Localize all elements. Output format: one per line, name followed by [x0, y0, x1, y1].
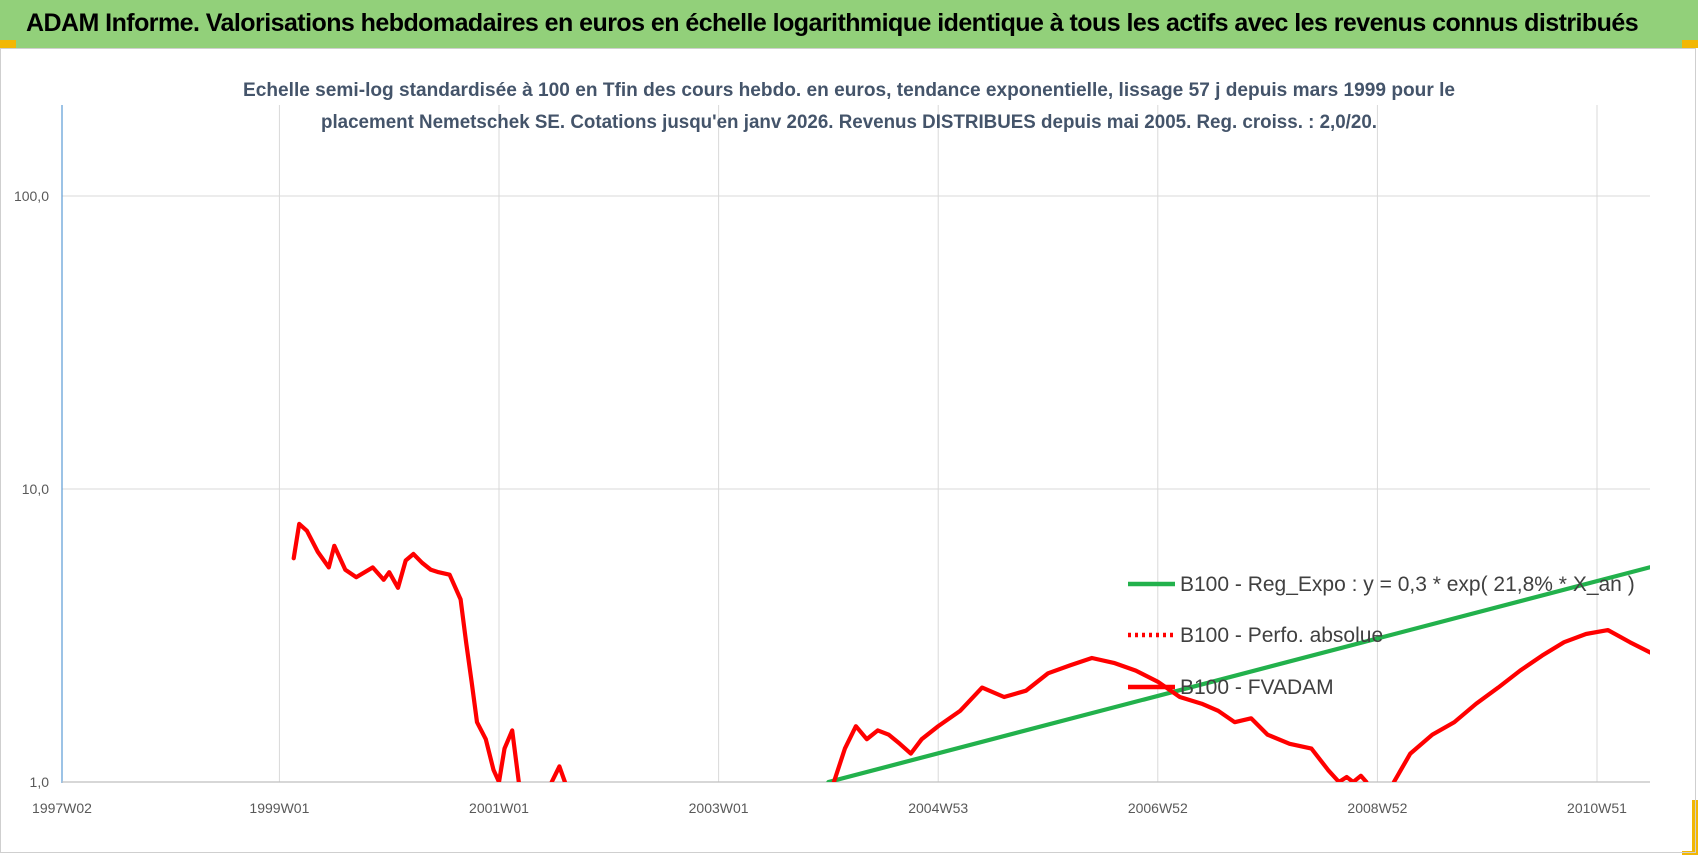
series-b100-fvadam-line-2	[831, 655, 1369, 782]
corner-mark-top-right	[1682, 40, 1698, 48]
legend: B100 - Reg_Expo : y = 0,3 * exp( 21,8% *…	[1128, 573, 1635, 699]
subtitle-line-1: Echelle semi-log standardisée à 100 en T…	[243, 80, 1455, 101]
y-tick-label: 10,0	[22, 481, 49, 497]
x-tick-label: 2006W52	[1128, 800, 1188, 816]
x-tick-label: 2008W52	[1347, 800, 1407, 816]
legend-entry-label-2: B100 - FVADAM	[1180, 676, 1334, 699]
y-tick-labels: 1,0 10,0 100,0	[14, 188, 49, 790]
x-tick-label: 2010W51	[1567, 800, 1627, 816]
x-tick-label: 2004W53	[908, 800, 968, 816]
subtitle-line-2: placement Nemetschek SE. Cotations jusqu…	[321, 112, 1377, 133]
series-b100-reg-expo-y-0-3-exp-21-8-x-an-line	[826, 565, 1650, 782]
series-b100-fvadam-line-0	[291, 521, 521, 782]
series-layer	[291, 521, 1650, 782]
corner-mark-top-left	[0, 40, 16, 48]
legend-entry-label-1: B100 - Perfo. absolue	[1180, 624, 1383, 647]
y-tick-label: 1,0	[30, 774, 50, 790]
chart-frame	[0, 48, 1696, 853]
chart-banner: ADAM Informe. Valorisations hebdomadaire…	[0, 0, 1698, 48]
x-tick-label: 2001W01	[469, 800, 529, 816]
banner-title: ADAM Informe. Valorisations hebdomadaire…	[26, 9, 1639, 37]
series-b100-fvadam-line-3	[1391, 627, 1650, 782]
chart-subtitle: Echelle semi-log standardisée à 100 en T…	[243, 80, 1455, 133]
legend-entry-label-0: B100 - Reg_Expo : y = 0,3 * exp( 21,8% *…	[1180, 573, 1635, 596]
x-tick-labels: 1997W02 1999W01 2001W01 2003W01 2004W53 2006W…	[32, 800, 1627, 816]
grid-lines	[61, 105, 1650, 783]
axes	[61, 105, 1650, 783]
series-b100-fvadam-line-1	[549, 764, 568, 782]
x-tick-label: 2003W01	[689, 800, 749, 816]
corner-mark-bottom-right-base	[1682, 851, 1698, 855]
x-tick-label: 1999W01	[249, 800, 309, 816]
x-tick-label: 1997W02	[32, 800, 92, 816]
y-tick-label: 100,0	[14, 188, 49, 204]
